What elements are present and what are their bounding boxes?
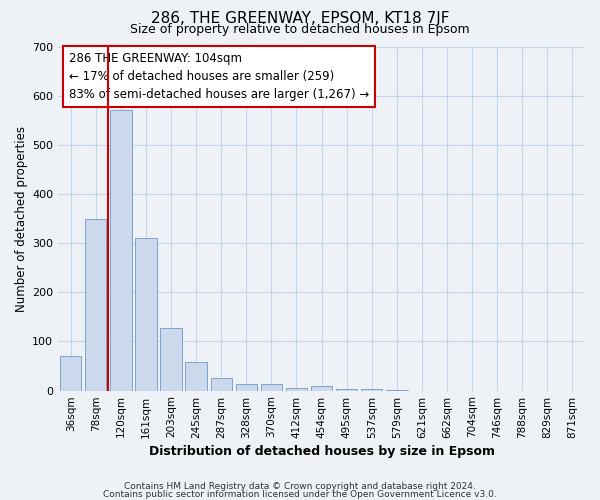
Bar [211,378,232,390]
Bar [110,110,131,390]
Y-axis label: Number of detached properties: Number of detached properties [15,126,28,312]
Bar [311,386,332,390]
Text: Size of property relative to detached houses in Epsom: Size of property relative to detached ho… [130,23,470,36]
Bar [236,384,257,390]
Bar [261,384,282,390]
Bar [60,356,82,390]
Bar [286,388,307,390]
Bar [85,218,106,390]
Bar [135,238,157,390]
X-axis label: Distribution of detached houses by size in Epsom: Distribution of detached houses by size … [149,444,494,458]
Bar [361,388,382,390]
Bar [160,328,182,390]
Text: 286, THE GREENWAY, EPSOM, KT18 7JF: 286, THE GREENWAY, EPSOM, KT18 7JF [151,11,449,26]
Text: 286 THE GREENWAY: 104sqm
← 17% of detached houses are smaller (259)
83% of semi-: 286 THE GREENWAY: 104sqm ← 17% of detach… [68,52,369,100]
Bar [185,362,207,390]
Bar [336,388,358,390]
Text: Contains HM Land Registry data © Crown copyright and database right 2024.: Contains HM Land Registry data © Crown c… [124,482,476,491]
Text: Contains public sector information licensed under the Open Government Licence v3: Contains public sector information licen… [103,490,497,499]
